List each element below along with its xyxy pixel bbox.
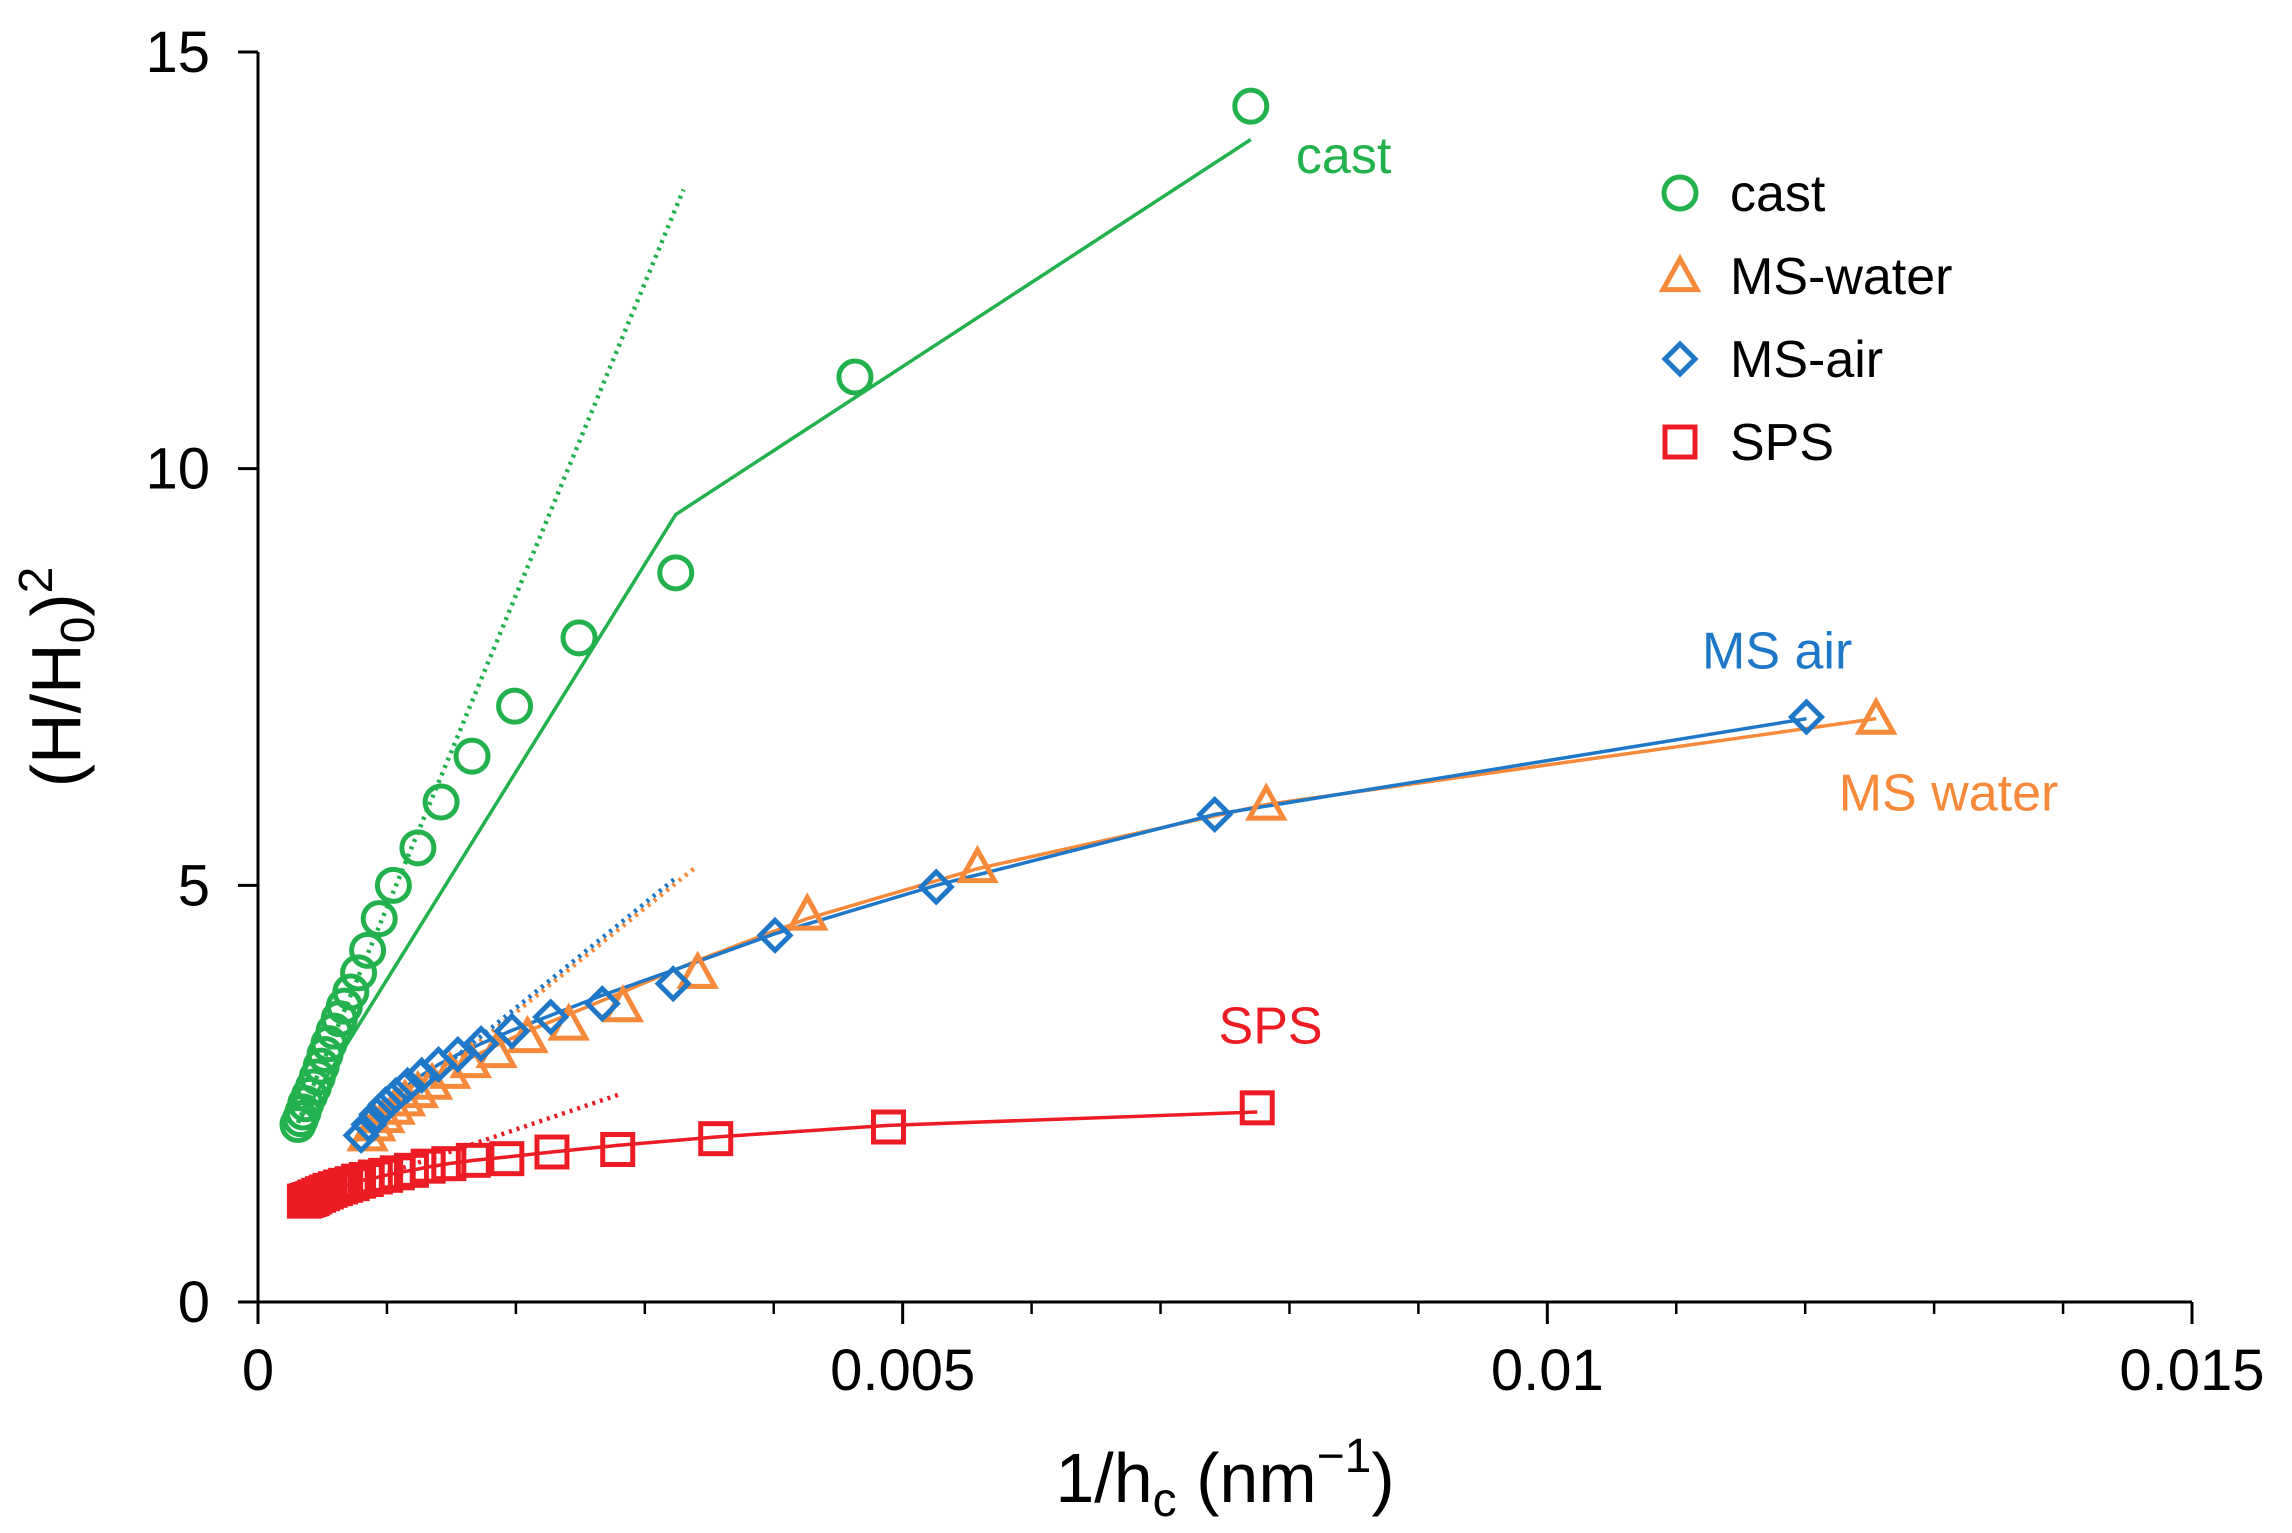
data-point bbox=[374, 866, 412, 904]
data-point bbox=[917, 868, 955, 906]
data-point bbox=[360, 900, 398, 938]
legend-marker bbox=[1658, 253, 1702, 293]
data-point bbox=[1854, 696, 1898, 735]
series-ms-air bbox=[342, 698, 1826, 1154]
y-title-close: ) bbox=[17, 593, 95, 616]
data-point bbox=[756, 916, 794, 954]
data-point bbox=[439, 1035, 477, 1074]
y-tick-label: 0 bbox=[178, 1270, 210, 1335]
data-point bbox=[1196, 795, 1234, 834]
data-point bbox=[399, 829, 437, 867]
tangent-lines bbox=[295, 188, 696, 1204]
fit-line-ms-air bbox=[359, 716, 1807, 1135]
legend-marker bbox=[1661, 340, 1699, 378]
data-point bbox=[462, 1025, 500, 1063]
x-tick-label: 0 bbox=[242, 1338, 274, 1403]
legend-item-cast: cast bbox=[1661, 165, 1826, 223]
series-cast bbox=[279, 87, 1270, 1143]
x-tick-label: 0.015 bbox=[2119, 1338, 2264, 1403]
x-title-main: 1/h bbox=[1055, 1439, 1152, 1517]
legend-label: SPS bbox=[1730, 414, 1834, 472]
x-ticks: 0 0.005 0.01 0.015 bbox=[242, 1302, 2265, 1403]
x-title-unit: (nm bbox=[1177, 1439, 1317, 1517]
data-point bbox=[489, 1141, 525, 1177]
data-point bbox=[506, 1014, 549, 1054]
data-point bbox=[422, 783, 460, 821]
data-point bbox=[453, 737, 491, 775]
y-axis-title: (H/H0)2 bbox=[10, 567, 105, 788]
y-title-sub: 0 bbox=[52, 617, 105, 644]
y-tick-label: 15 bbox=[145, 20, 210, 85]
x-tick-label: 0.01 bbox=[1491, 1338, 1604, 1403]
y-title-open: (H/H bbox=[17, 643, 95, 787]
data-point bbox=[1245, 782, 1288, 821]
legend-item-ms-water: MS-water bbox=[1658, 248, 1952, 306]
legend-label: cast bbox=[1730, 165, 1826, 223]
series-ms-water bbox=[346, 696, 1898, 1152]
data-point bbox=[836, 358, 874, 396]
tangent-line-ms-water bbox=[366, 866, 696, 1134]
data-point bbox=[532, 998, 570, 1036]
data-point bbox=[493, 1012, 531, 1050]
data-point bbox=[1239, 1090, 1275, 1126]
data-point bbox=[419, 1045, 458, 1084]
data-point bbox=[431, 1146, 467, 1182]
data-point bbox=[286, 1183, 322, 1219]
data-point bbox=[870, 1109, 906, 1145]
x-title-end: ) bbox=[1371, 1439, 1394, 1517]
legend-marker bbox=[1662, 424, 1698, 460]
fit-line-ms-water bbox=[366, 716, 1877, 1134]
data-point bbox=[676, 950, 719, 989]
data-point bbox=[698, 1121, 734, 1157]
data-point bbox=[1787, 698, 1826, 736]
data-point bbox=[496, 687, 534, 725]
annotation-label: MS water bbox=[1839, 764, 2059, 822]
x-title-sup: −1 bbox=[1317, 1430, 1372, 1483]
markers bbox=[279, 87, 1898, 1219]
data-point bbox=[583, 985, 621, 1023]
data-point bbox=[340, 954, 378, 992]
fit-line-sps bbox=[303, 1110, 1258, 1203]
y-tick-label: 5 bbox=[178, 853, 210, 918]
data-point bbox=[560, 619, 598, 657]
tangent-line-cast bbox=[295, 188, 686, 1124]
annotation-label: cast bbox=[1296, 127, 1392, 185]
annotation-label: MS air bbox=[1702, 623, 1852, 681]
legend-label: MS-air bbox=[1730, 331, 1883, 389]
y-tick-label: 10 bbox=[145, 437, 210, 502]
data-point bbox=[786, 892, 829, 931]
data-point bbox=[956, 844, 999, 884]
y-title-sup: 2 bbox=[10, 567, 63, 594]
data-point bbox=[342, 1116, 380, 1154]
data-point bbox=[534, 1134, 570, 1170]
data-point bbox=[654, 965, 692, 1003]
annotations: cast MS air MS water SPS bbox=[1219, 127, 2059, 1056]
legend: cast MS-water MS-air SPS bbox=[1658, 165, 1952, 472]
data-point bbox=[1232, 87, 1270, 125]
legend-label: MS-water bbox=[1730, 248, 1952, 306]
fit-line-cast bbox=[296, 138, 1252, 1124]
x-tick-label: 0.005 bbox=[830, 1338, 975, 1403]
annotation-label: SPS bbox=[1219, 998, 1323, 1056]
series-sps bbox=[286, 1090, 1275, 1219]
data-point bbox=[455, 1142, 491, 1178]
data-point bbox=[403, 1056, 441, 1094]
data-point bbox=[600, 1132, 636, 1167]
x-axis-title: 1/hc (nm−1) bbox=[1055, 1430, 1394, 1527]
fit-lines bbox=[296, 138, 1877, 1203]
plot-area: 0 0.005 0.01 0.015 0 5 10 15 cast MS air MS wate… bbox=[145, 20, 2264, 1403]
y-ticks: 0 5 10 15 bbox=[145, 20, 258, 1335]
data-point bbox=[657, 554, 695, 592]
data-point bbox=[349, 931, 387, 969]
data-point bbox=[279, 1106, 317, 1143]
legend-item-ms-air: MS-air bbox=[1661, 331, 1883, 389]
legend-item-sps: SPS bbox=[1662, 414, 1834, 472]
legend-marker bbox=[1661, 174, 1699, 212]
x-title-sub: c bbox=[1153, 1474, 1177, 1527]
